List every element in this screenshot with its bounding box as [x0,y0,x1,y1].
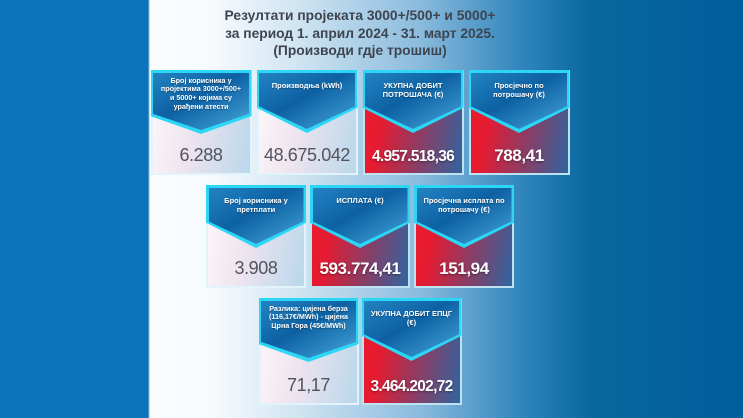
content-area: Резултати пројеката 3000+/500+ и 5000+ з… [0,7,720,405]
metric-card-production: Производња (kWh) 48.675.042 [256,70,358,175]
metrics-row-1: Број корисника у пројектима 3000+/500+ и… [0,70,720,175]
metric-label: Разлика: цијена берза (116,17€/MWh) - ци… [268,303,349,331]
metric-value: 48.675.042 [263,145,351,165]
metric-card-total-consumer-profit: УКУПНА ДОБИТ ПОТРОШАЧА (€) 4.957.518,36 [362,70,464,175]
metrics-row-3: Разлика: цијена берза (116,17€/MWh) - ци… [0,298,720,405]
card-header-banner: УКУПНА ДОБИТ ПОТРОШАЧА (€) [362,70,464,133]
card-header-banner: Број корисника у претплати [206,185,306,248]
metric-value: 788,41 [494,146,544,165]
card-header-banner: Просјечно по потрошачу (€) [468,70,570,133]
metric-value: 3.908 [234,258,278,278]
metric-card-avg-payout-per-consumer: Просјечна исплата по потрошачу (€) 151,9… [414,185,514,288]
page-title: Резултати пројеката 3000+/500+ и 5000+ з… [0,7,720,60]
metric-value: 3.464.202,72 [370,378,453,395]
metric-value: 4.957.518,36 [371,148,455,165]
metric-label: ИСПЛАТА (€) [336,195,384,205]
metric-label: Просјечна исплата по потрошачу (€) [423,195,505,214]
metric-card-price-difference: Разлика: цијена берза (116,17€/MWh) - ци… [258,298,359,405]
metric-label: Просјечно по потрошачу (€) [493,80,545,99]
card-header-banner: Производња (kWh) [256,70,358,133]
metric-card-certified-users: Број корисника у пројектима 3000+/500+ и… [150,70,252,175]
metric-value: 151,94 [439,259,489,278]
title-line-2: за период 1. април 2024 - 31. март 2025. [225,25,495,41]
card-header-banner: УКУПНА ДОБИТ ЕПЦГ (€) [361,298,462,361]
metric-value: 71,17 [286,375,331,395]
metric-label: УКУПНА ДОБИТ ПОТРОШАЧА (€) [382,80,444,99]
metric-label: Производња (kWh) [271,80,343,90]
metric-value: 593.774,41 [319,259,401,278]
metric-label: Број корисника у претплати [224,195,288,214]
card-header-banner: Просјечна исплата по потрошачу (€) [414,185,514,248]
metric-label: Број корисника у пројектима 3000+/500+ и… [160,75,242,111]
metric-card-avg-per-consumer: Просјечно по потрошачу (€) 788,41 [468,70,570,175]
title-line-1: Резултати пројеката 3000+/500+ и 5000+ [224,8,496,23]
card-header-banner: ИСПЛАТА (€) [310,185,410,248]
title-line-3: (Производи гдје трошиш) [273,43,447,58]
metric-card-payout: ИСПЛАТА (€) 593.774,41 [310,185,410,288]
card-header-banner: Број корисника у пројектима 3000+/500+ и… [150,70,252,134]
metric-card-subscribed-users: Број корисника у претплати 3.908 [206,185,306,288]
metric-card-epcg-total-profit: УКУПНА ДОБИТ ЕПЦГ (€) 3.464.202,72 [361,298,462,405]
metric-label: УКУПНА ДОБИТ ЕПЦГ (€) [370,308,453,327]
metrics-row-2: Број корисника у претплати 3.908 ИСПЛАТА… [0,185,720,288]
metric-value: 6.288 [179,145,223,165]
card-header-banner: Разлика: цијена берза (116,17€/MWh) - ци… [258,298,359,362]
